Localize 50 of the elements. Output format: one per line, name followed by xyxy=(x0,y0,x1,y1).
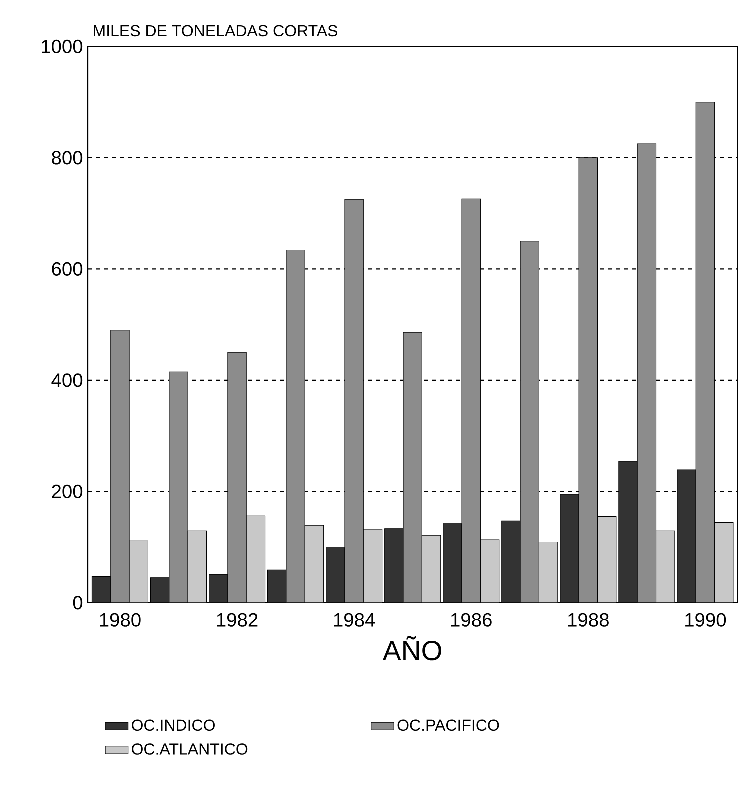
x-tick-label: 1988 xyxy=(568,613,609,627)
bar xyxy=(344,200,364,603)
bar xyxy=(578,158,598,603)
bar xyxy=(363,529,382,603)
bar xyxy=(169,372,188,603)
bar xyxy=(246,516,266,603)
bar xyxy=(403,332,422,603)
legend-label: OC.INDICO xyxy=(132,720,215,732)
bar xyxy=(422,536,441,603)
bar xyxy=(618,462,638,603)
y-tick-label: 400 xyxy=(52,374,82,388)
bar xyxy=(443,524,462,603)
y-tick-label: 800 xyxy=(52,151,82,165)
x-axis-title: AÑO xyxy=(382,636,442,661)
bar xyxy=(129,541,148,603)
bar xyxy=(462,199,481,603)
x-tick-label: 1990 xyxy=(685,613,726,627)
bar xyxy=(188,531,207,603)
bar xyxy=(228,352,246,603)
chart-title: MILES DE TONELADAS CORTAS xyxy=(94,25,338,37)
bar xyxy=(696,102,715,603)
bar xyxy=(110,330,130,603)
bar xyxy=(539,542,558,603)
bar xyxy=(268,570,286,603)
bar xyxy=(598,516,616,603)
y-tick-label: 600 xyxy=(52,262,82,276)
y-tick-label: 200 xyxy=(52,484,82,498)
bar xyxy=(714,522,734,603)
bar xyxy=(560,494,579,603)
bar xyxy=(520,241,540,603)
bar xyxy=(286,250,305,603)
x-tick-label: 1984 xyxy=(334,613,375,627)
bar xyxy=(92,576,111,603)
legend-label: OC.ATLANTICO xyxy=(132,744,248,755)
legend-label: OC.PACIFICO xyxy=(398,720,499,732)
x-tick-label: 1982 xyxy=(217,613,258,627)
bar xyxy=(150,578,170,603)
y-tick-label: 0 xyxy=(73,596,82,610)
bar xyxy=(304,526,324,603)
x-tick-label: 1980 xyxy=(100,613,141,627)
bar xyxy=(384,528,404,603)
bar xyxy=(637,144,656,603)
bar xyxy=(480,540,500,603)
bar xyxy=(502,521,520,603)
bar xyxy=(209,574,228,603)
y-tick-label: 1000 xyxy=(42,40,82,54)
x-tick-label: 1986 xyxy=(451,613,492,627)
bar xyxy=(326,548,345,603)
bar xyxy=(677,470,696,603)
bar xyxy=(656,531,675,603)
